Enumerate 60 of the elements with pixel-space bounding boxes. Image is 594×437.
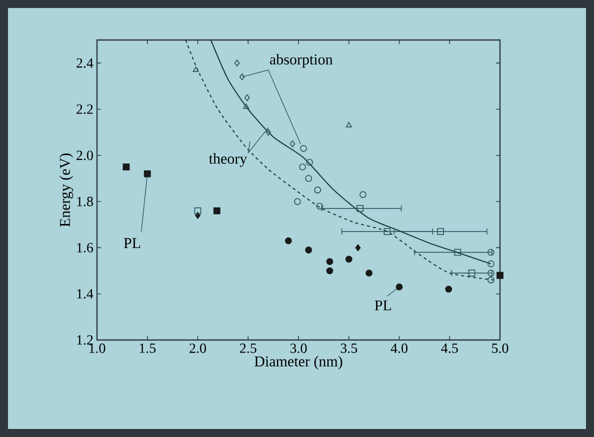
y-tick-label: 2.4 <box>76 58 94 68</box>
point <box>234 60 240 67</box>
point <box>454 248 462 256</box>
y-tick-label: 1.2 <box>77 335 93 345</box>
point <box>243 103 250 109</box>
point <box>195 212 200 219</box>
point <box>326 258 334 265</box>
point <box>314 186 322 194</box>
x-tick-label: 4.0 <box>390 344 408 354</box>
x-tick-label: 1.0 <box>89 344 106 354</box>
y-tick-label: 2.0 <box>76 150 93 160</box>
point <box>244 94 250 102</box>
y-tick-label: 1.6 <box>77 242 94 252</box>
point <box>213 207 220 214</box>
y-tick-label: 1.4 <box>77 289 94 299</box>
point <box>355 244 361 252</box>
point <box>122 163 130 170</box>
point <box>300 145 307 152</box>
point <box>346 122 352 128</box>
point <box>326 267 334 274</box>
point <box>294 198 301 205</box>
x-tick-label: 2.5 <box>240 344 256 354</box>
y-tick-label: 2.2 <box>76 104 93 114</box>
point <box>305 246 312 254</box>
point <box>496 272 504 279</box>
point <box>194 207 202 214</box>
x-tick-label: 3.0 <box>290 344 307 354</box>
point <box>290 140 296 148</box>
point <box>487 276 494 284</box>
point <box>284 237 292 244</box>
x-tick-label: 3.5 <box>340 344 358 354</box>
line-series <box>210 39 492 264</box>
point <box>299 163 306 170</box>
point <box>445 286 452 293</box>
y-tick-label: 1.8 <box>77 196 93 206</box>
point <box>305 175 312 182</box>
x-tick-label: 2.0 <box>190 344 206 354</box>
point <box>144 170 151 178</box>
point <box>468 270 476 277</box>
point <box>356 205 364 212</box>
point <box>360 191 366 198</box>
point <box>437 228 444 235</box>
annotation: PL <box>124 238 140 248</box>
x-tick-label: 5.0 <box>492 344 508 354</box>
point <box>239 73 245 80</box>
point <box>192 66 199 72</box>
annotation: theory <box>208 153 248 167</box>
line-series <box>185 39 495 281</box>
point <box>306 158 314 166</box>
y-axis-title: Energy (eV) <box>59 154 74 227</box>
x-tick-label: 4.5 <box>441 344 458 353</box>
point <box>366 270 372 277</box>
point <box>396 283 403 290</box>
point <box>345 256 352 263</box>
annotation: PL <box>374 300 391 310</box>
annotation: absorption <box>270 54 333 68</box>
point <box>487 260 494 268</box>
x-tick-label: 1.5 <box>140 344 156 353</box>
x-axis-title: Diameter (nm) <box>254 356 342 370</box>
point <box>384 228 391 235</box>
